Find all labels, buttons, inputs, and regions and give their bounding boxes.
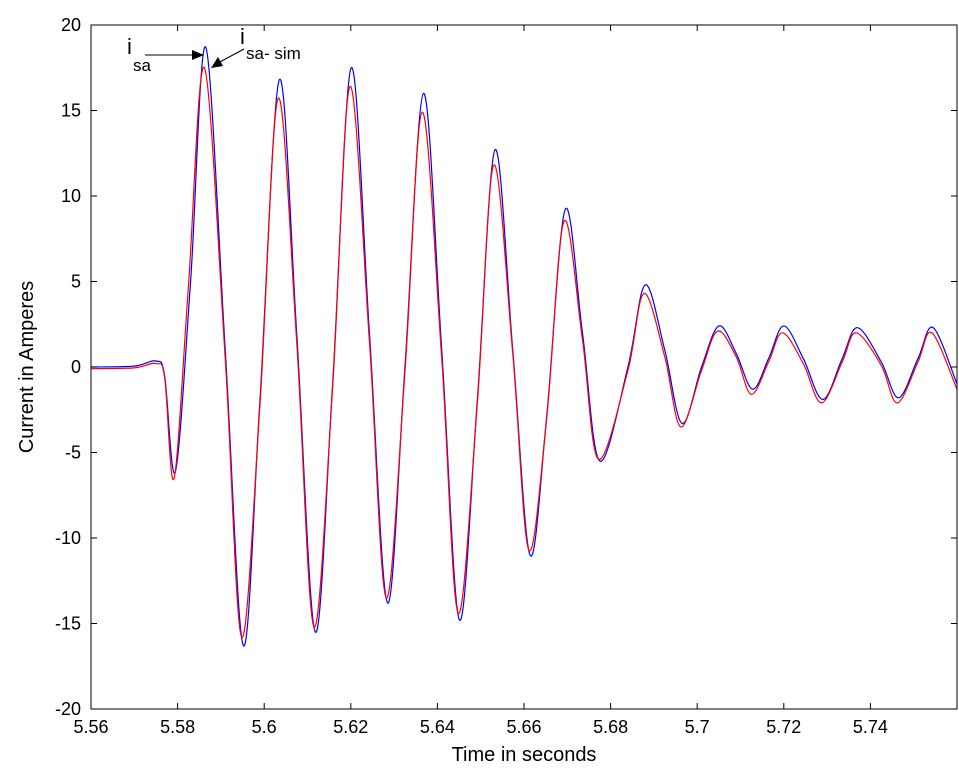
y-tick-label: -5	[65, 443, 81, 463]
y-tick-label: -20	[55, 699, 81, 719]
tick-layer: 5.56 5.58 5.6 5.62 5.64 5.66 5.68 5.7 5.72 5.74 20…	[55, 15, 957, 737]
x-tick-label: 5.56	[73, 717, 108, 737]
x-tick-label: 5.6	[252, 717, 277, 737]
annotation-isa-sim-arrowhead	[211, 57, 223, 68]
y-tick-label: -10	[55, 528, 81, 548]
annotation-isa-sim-arrow-line	[217, 48, 245, 64]
annotation-isa-arrowhead	[192, 50, 204, 60]
annotation-isa-sub: sa	[133, 56, 152, 75]
x-axis-title: Time in seconds	[452, 744, 597, 766]
x-tick-label: 5.66	[506, 717, 541, 737]
y-tick-label: 5	[71, 272, 81, 292]
y-tick-label: 10	[61, 186, 81, 206]
annotation-isa-main: i	[127, 34, 132, 59]
x-tick-label: 5.58	[160, 717, 195, 737]
annotation-isa-sim-main: i	[240, 24, 245, 49]
series-line-isa-sim	[90, 66, 958, 638]
x-tick-label: 5.68	[593, 717, 628, 737]
y-tick-label: 0	[71, 357, 81, 377]
x-tick-label: 5.7	[685, 717, 710, 737]
x-tick-label: 5.62	[333, 717, 368, 737]
y-axis-title: Current in Amperes	[16, 281, 38, 453]
x-tick-label: 5.64	[420, 717, 455, 737]
series-layer	[90, 46, 958, 647]
x-tick-label: 5.72	[766, 717, 801, 737]
x-tick-label: 5.74	[853, 717, 888, 737]
y-tick-label: 15	[61, 101, 81, 121]
annotation-isa-sim-sub: sa- sim	[246, 44, 301, 63]
annotation-layer: i sa i sa- sim	[127, 24, 301, 75]
y-tick-label: 20	[61, 15, 81, 35]
y-tick-label: -15	[55, 614, 81, 634]
